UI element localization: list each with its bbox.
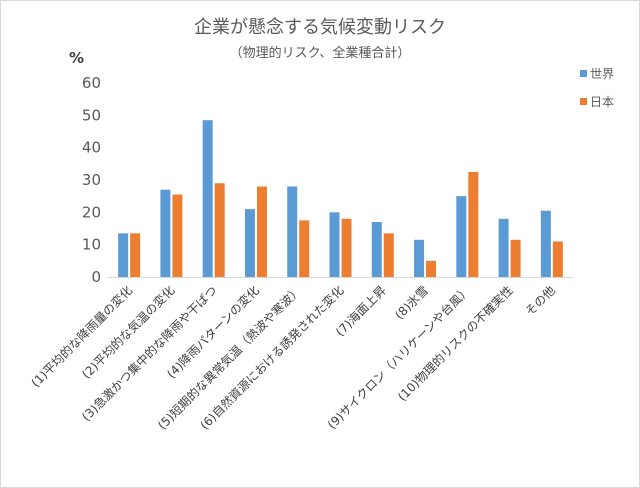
y-tick-label: 60 <box>82 74 101 92</box>
bar-japan <box>552 241 563 277</box>
bar-world <box>202 120 213 277</box>
bar-world <box>414 239 425 277</box>
bar-world <box>329 212 340 277</box>
legend-label: 日本 <box>590 95 614 109</box>
chart-title: 企業が懸念する気候変動リスク <box>194 17 446 38</box>
bar-japan <box>172 194 183 277</box>
y-tick-label: 20 <box>82 203 101 221</box>
bar-japan <box>468 171 479 277</box>
legend-label: 世界 <box>590 67 614 81</box>
y-tick-label: 50 <box>82 106 101 124</box>
bar-world <box>160 189 171 277</box>
bar-japan <box>130 233 141 277</box>
bar-world <box>244 209 255 277</box>
bar-japan <box>256 186 267 277</box>
bar-world <box>118 233 129 277</box>
bar-japan <box>341 218 352 277</box>
y-tick-label: 10 <box>82 236 101 254</box>
legend-swatch <box>580 70 587 77</box>
y-axis-unit: % <box>69 49 85 67</box>
bar-japan <box>299 220 310 277</box>
y-tick-label: 0 <box>91 268 101 286</box>
y-tick-label: 40 <box>82 139 101 157</box>
category-label: その他 <box>523 283 558 318</box>
bar-world <box>456 196 467 277</box>
category-label: (8)氷雪 <box>392 283 431 322</box>
bar-world <box>498 218 509 277</box>
bar-world <box>371 222 382 277</box>
bar-japan <box>214 183 225 277</box>
bar-world <box>540 210 551 277</box>
bar-japan <box>510 239 521 277</box>
y-tick-label: 30 <box>82 171 101 189</box>
bar-japan <box>426 260 437 277</box>
bar-japan <box>383 233 394 277</box>
chart-subtitle: （物理的リスク、全業種合計） <box>229 46 411 61</box>
legend-swatch <box>580 98 587 105</box>
bar-world <box>287 186 298 277</box>
